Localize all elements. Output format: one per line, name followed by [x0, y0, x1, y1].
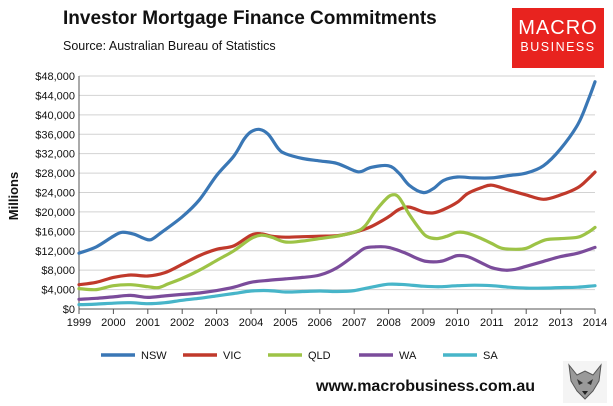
x-tick-label-1: 2000 [101, 317, 125, 329]
y-tick-label-2: $8,000 [41, 265, 75, 277]
chart-title: Investor Mortgage Finance Commitments [63, 8, 437, 29]
y-axis-ticks: $0 $4,000 $8,000 $12,000 $16,000 $20,000 $24,0… [35, 71, 75, 316]
logo-line-1: MACRO [518, 17, 598, 39]
legend-label-wa: WA [399, 350, 417, 362]
series-line-nsw [77, 80, 597, 255]
y-tick-label-11: $44,000 [35, 90, 75, 102]
x-tick-label-6: 2005 [273, 317, 297, 329]
logo-line-2: BUSINESS [520, 40, 596, 54]
y-tick-label-0: $0 [63, 304, 75, 316]
chart-legend: NSW VIC QLD WA SA [101, 350, 498, 362]
y-tick-label-12: $48,000 [35, 71, 75, 83]
x-tick-label-7: 2006 [308, 317, 332, 329]
series-line-wa [77, 245, 597, 301]
x-tick-label-3: 2002 [170, 317, 194, 329]
x-tick-label-15: 2014 [583, 317, 607, 329]
x-tick-label-13: 2012 [514, 317, 538, 329]
legend-label-vic: VIC [223, 350, 241, 362]
x-tick-label-12: 2011 [480, 317, 504, 329]
chart-axes [78, 76, 595, 310]
x-tick-label-0: 1999 [67, 317, 91, 329]
x-tick-label-2: 2001 [136, 317, 160, 329]
y-tick-label-4: $16,000 [35, 226, 75, 238]
y-tick-label-10: $40,000 [35, 110, 75, 122]
x-tick-label-5: 2004 [239, 317, 263, 329]
x-tick-label-14: 2013 [548, 317, 572, 329]
y-tick-label-9: $36,000 [35, 129, 75, 141]
y-tick-label-1: $4,000 [41, 285, 75, 297]
legend-label-sa: SA [483, 350, 498, 362]
chart-subtitle: Source: Australian Bureau of Statistics [63, 39, 276, 53]
website-url: www.macrobusiness.com.au [316, 378, 536, 395]
x-tick-label-10: 2009 [411, 317, 435, 329]
series-line-sa [77, 282, 597, 307]
chart-series [77, 80, 597, 307]
fox-logo-icon [563, 361, 607, 403]
y-tick-label-5: $20,000 [35, 207, 75, 219]
x-tick-label-9: 2008 [376, 317, 400, 329]
y-tick-label-8: $32,000 [35, 149, 75, 161]
y-axis-label: Millions [6, 172, 21, 220]
y-tick-label-3: $12,000 [35, 246, 75, 258]
legend-label-nsw: NSW [141, 350, 167, 362]
x-tick-label-11: 2010 [445, 317, 469, 329]
x-tick-label-4: 2003 [204, 317, 228, 329]
x-axis-ticks: 1999 2000 2001 2002 2003 2004 2005 2006 2007 2008… [67, 309, 607, 329]
x-tick-label-8: 2007 [342, 317, 366, 329]
series-line-qld [77, 193, 597, 292]
y-tick-label-6: $24,000 [35, 188, 75, 200]
legend-label-qld: QLD [308, 350, 331, 362]
macrobusiness-logo: MACRO BUSINESS [512, 8, 604, 68]
y-tick-label-7: $28,000 [35, 168, 75, 180]
